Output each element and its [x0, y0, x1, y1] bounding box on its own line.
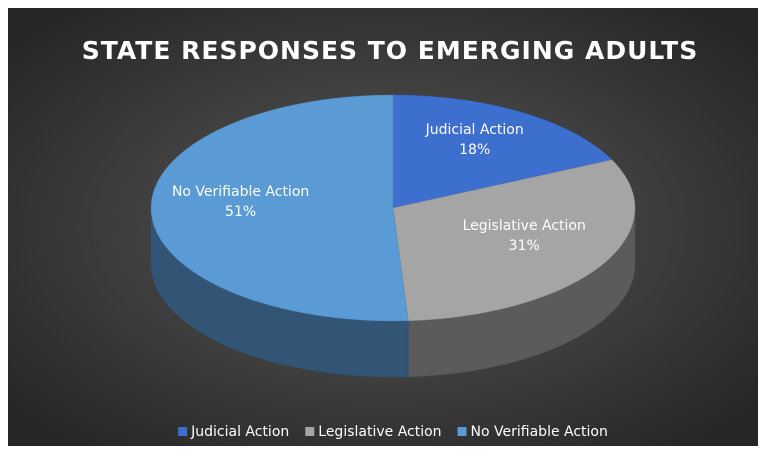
data-label-name: Legislative Action	[463, 218, 586, 234]
data-label-value: 51%	[225, 204, 256, 220]
pie-slice	[392, 94, 613, 209]
legend-label: Judicial Action	[190, 424, 289, 440]
data-label-value: 18%	[459, 142, 490, 158]
legend-swatch	[178, 427, 188, 436]
legend-label: No Verifiable Action	[471, 424, 608, 440]
legend-swatch	[457, 427, 467, 436]
legend-swatch	[305, 427, 315, 436]
legend-label: Legislative Action	[318, 424, 441, 440]
data-label-name: No Verifiable Action	[172, 184, 309, 200]
chart-title: STATE RESPONSES TO EMERGING ADULTS	[82, 36, 699, 65]
pie-slice	[150, 94, 409, 322]
data-label-value: 31%	[509, 238, 540, 254]
data-label-name: Judicial Action	[425, 122, 524, 138]
pie-slice	[392, 159, 636, 322]
